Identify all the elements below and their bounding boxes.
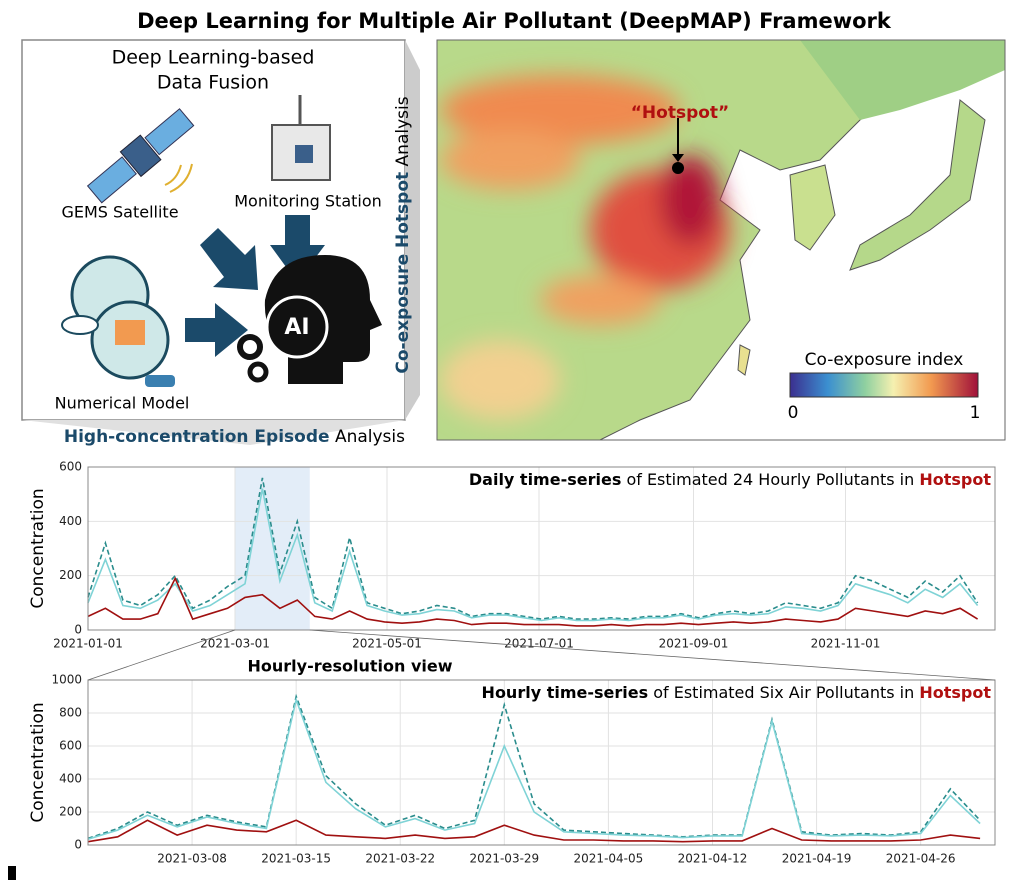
source-label: GEMS Satellite [61,203,178,222]
series-line [87,488,979,622]
y-axis-label: Concentration [28,702,48,822]
side-label-bold: Co-exposure Hotspot [393,172,413,374]
corner-mark [8,866,16,880]
bottom-label-rest: Analysis [335,427,405,447]
colorbar-max: 1 [970,403,981,423]
side-label: Co-exposure Hotspot Analysis [393,96,413,373]
y-tick-label: 0 [74,623,82,637]
plot-frame [87,679,996,846]
y-tick-label: 0 [74,838,82,852]
ai-label: AI [284,315,309,340]
fusion-title: Data Fusion [157,72,269,94]
chart-title-part: Hourly time-series [482,683,649,702]
x-tick-label: 2021-03-08 [157,852,227,866]
panel-arrow-down [22,420,405,445]
y-tick-label: 600 [59,460,82,474]
map [437,40,1005,440]
x-tick-label: 2021-03-22 [365,852,435,866]
chart-title-part: of Estimated 24 Hourly Pollutants in [626,470,914,489]
x-tick-label: 2021-09-01 [659,637,729,651]
hotspot-label: “Hotspot” [631,103,729,123]
x-tick-label: 2021-04-26 [886,852,956,866]
colorbar-title: Co-exposure index [805,350,964,370]
zoom-line [87,629,236,681]
y-tick-label: 400 [59,514,82,528]
fusion-arrows [185,215,325,357]
y-tick-label: 200 [59,568,82,582]
y-tick-label: 200 [59,805,82,819]
x-tick-label: 2021-11-01 [811,637,881,651]
x-tick-label: 2021-07-01 [504,637,574,651]
hotspot-arrow-head [672,154,684,162]
series-line [87,576,979,627]
y-tick-label: 400 [59,772,82,786]
chart-title: Daily time-series of Estimated 24 Hourly… [469,470,991,489]
series-line [87,819,981,843]
model-icon [61,255,175,387]
fusion-title: Deep Learning-based [112,47,315,69]
satellite-icon [86,108,195,204]
plot-frame [87,466,996,631]
x-tick-label: 2021-04-12 [678,852,748,866]
y-tick-label: 600 [59,739,82,753]
series-line [87,477,979,620]
zoom-label: Hourly-resolution view [248,657,453,676]
chart-title-part: Daily time-series [469,470,621,489]
station-icon [271,95,331,181]
figure-title: Deep Learning for Multiple Air Pollutant… [137,9,892,33]
chart-title-part: Hotspot [919,470,991,489]
y-tick-label: 1000 [51,673,82,687]
hotspot-point [672,162,684,174]
map-frame [436,39,1006,441]
panel-arrow [405,40,420,420]
x-tick-label: 2021-03-29 [469,852,539,866]
highlight-band [235,467,310,630]
x-tick-label: 2021-01-01 [53,637,123,651]
chart-title-part: of Estimated Six Air Pollutants in [653,683,914,702]
x-tick-label: 2021-03-01 [200,637,270,651]
source-label: Numerical Model [55,394,190,413]
source-label: Monitoring Station [234,192,382,211]
bottom-label-bold: High-concentration Episode [64,427,330,447]
y-axis-label: Concentration [28,488,48,608]
plot-area [87,466,996,631]
colorbar-min: 0 [788,403,799,423]
x-tick-label: 2021-04-05 [574,852,644,866]
colorbar [789,372,979,398]
zoom-line [309,629,996,681]
bottom-label: High-concentration Episode Analysis [64,427,405,447]
y-tick-label: 800 [59,706,82,720]
chart-title: Hourly time-series of Estimated Six Air … [482,683,992,702]
series-line [87,696,981,840]
ai-head-icon [237,255,382,384]
fusion-panel [21,39,406,421]
series-line [87,693,981,840]
side-label-rest: Analysis [393,96,413,166]
x-tick-label: 2021-04-19 [782,852,852,866]
chart-title-part: Hotspot [919,683,991,702]
x-tick-label: 2021-03-15 [261,852,331,866]
x-tick-label: 2021-05-01 [352,637,422,651]
